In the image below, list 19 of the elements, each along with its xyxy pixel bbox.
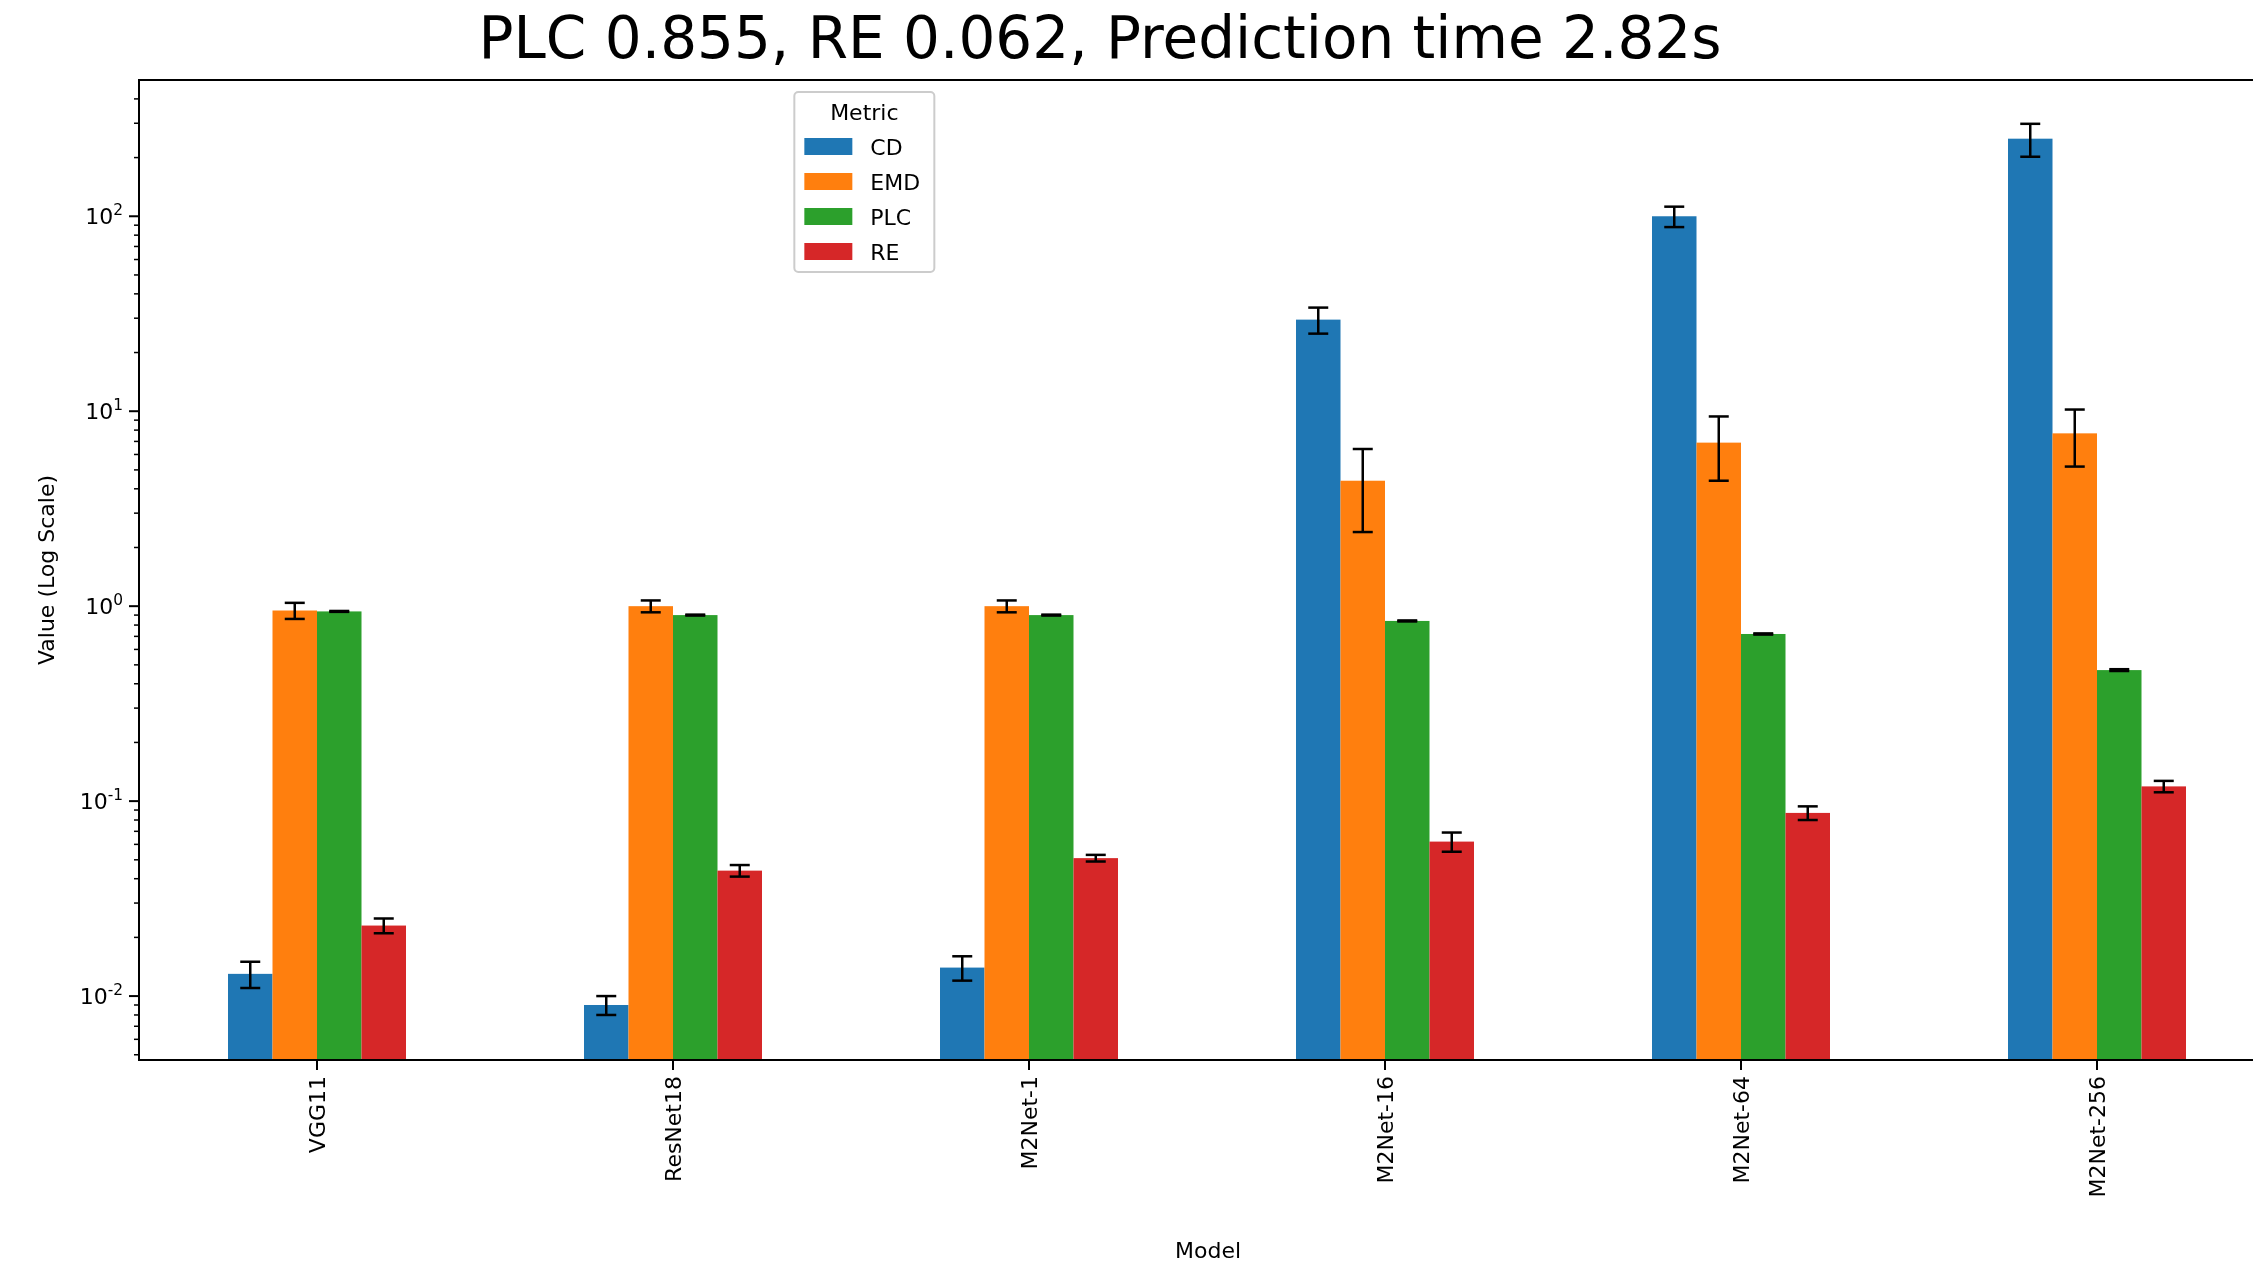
y-tick-label: 10$^{-2}$ [79, 980, 123, 1009]
y-tick-label: 10$^{0}$ [85, 590, 123, 619]
x-tick-label: M2Net-16 [1372, 1076, 1398, 1184]
legend-label: CD [870, 134, 903, 160]
legend-label: PLC [870, 204, 912, 230]
x-tick-label: M2Net-1 [1016, 1076, 1042, 1170]
x-tick-label: ResNet18 [660, 1076, 686, 1182]
y-tick-label: 10$^{2}$ [85, 200, 123, 229]
legend-label: EMD [870, 169, 921, 195]
x-tick-label: VGG11 [304, 1076, 330, 1154]
y-tick-label: 10$^{-1}$ [79, 785, 123, 814]
legend-label: RE [870, 239, 900, 265]
y-axis-title: Value (Log Scale) [34, 474, 59, 666]
x-tick-label: M2Net-64 [1728, 1076, 1754, 1184]
legend-title: Metric [830, 100, 899, 125]
x-tick-label: M2Net-256 [2084, 1076, 2110, 1198]
x-axis-title: Model [1174, 1238, 1242, 1263]
chart-title: PLC 0.855, RE 0.062, Prediction time 2.82s [478, 4, 1722, 72]
y-tick-label: 10$^{1}$ [85, 395, 123, 424]
